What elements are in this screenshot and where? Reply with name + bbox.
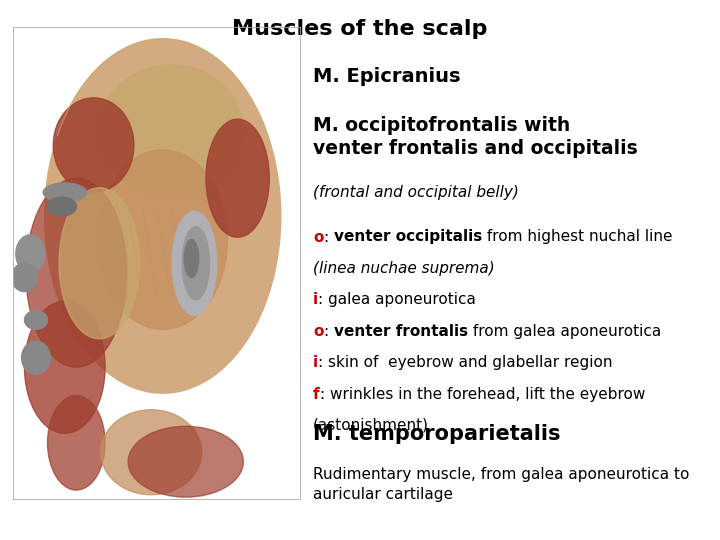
Text: venter frontalis: venter frontalis	[333, 324, 468, 339]
Text: M. Epicranius: M. Epicranius	[313, 68, 461, 86]
Text: Rudimentary muscle, from galea aponeurotica to
auricular cartilage: Rudimentary muscle, from galea aponeurot…	[313, 467, 690, 502]
Ellipse shape	[24, 301, 105, 433]
Ellipse shape	[172, 211, 217, 315]
Ellipse shape	[24, 310, 48, 329]
Ellipse shape	[206, 119, 269, 237]
Ellipse shape	[43, 183, 86, 202]
Text: M. temporoparietalis: M. temporoparietalis	[313, 424, 561, 444]
Text: Muscles of the scalp: Muscles of the scalp	[233, 19, 487, 39]
Text: i: i	[313, 355, 318, 370]
Text: : wrinkles in the forehead, lift the eyebrow: : wrinkles in the forehead, lift the eye…	[320, 387, 645, 402]
Text: :: :	[323, 324, 333, 339]
Text: : galea aponeurotica: : galea aponeurotica	[318, 292, 476, 307]
Text: from highest nuchal line: from highest nuchal line	[482, 230, 672, 245]
Text: (linea nuchae suprema): (linea nuchae suprema)	[313, 261, 495, 276]
Ellipse shape	[98, 150, 228, 329]
Ellipse shape	[99, 65, 243, 197]
Text: (astonishment): (astonishment)	[313, 418, 429, 433]
Ellipse shape	[59, 187, 140, 339]
Ellipse shape	[48, 395, 105, 490]
Text: o: o	[313, 230, 323, 245]
Ellipse shape	[48, 197, 76, 216]
Text: venter occipitalis: venter occipitalis	[333, 230, 482, 245]
Ellipse shape	[26, 178, 127, 367]
Text: f: f	[313, 387, 320, 402]
Text: i: i	[313, 292, 318, 307]
Text: M. occipitofrontalis with
venter frontalis and occipitalis: M. occipitofrontalis with venter frontal…	[313, 116, 638, 158]
Ellipse shape	[128, 426, 243, 497]
Text: o: o	[313, 324, 323, 339]
Ellipse shape	[45, 39, 281, 393]
Text: (frontal and occipital belly): (frontal and occipital belly)	[313, 185, 519, 200]
Text: : skin of  eyebrow and glabellar region: : skin of eyebrow and glabellar region	[318, 355, 613, 370]
Ellipse shape	[182, 227, 210, 300]
Ellipse shape	[53, 98, 134, 192]
Ellipse shape	[101, 410, 202, 495]
Ellipse shape	[22, 341, 50, 374]
Ellipse shape	[16, 235, 45, 273]
Text: :: :	[323, 230, 333, 245]
Ellipse shape	[12, 263, 37, 292]
Text: from galea aponeurotica: from galea aponeurotica	[468, 324, 661, 339]
Ellipse shape	[184, 240, 199, 278]
